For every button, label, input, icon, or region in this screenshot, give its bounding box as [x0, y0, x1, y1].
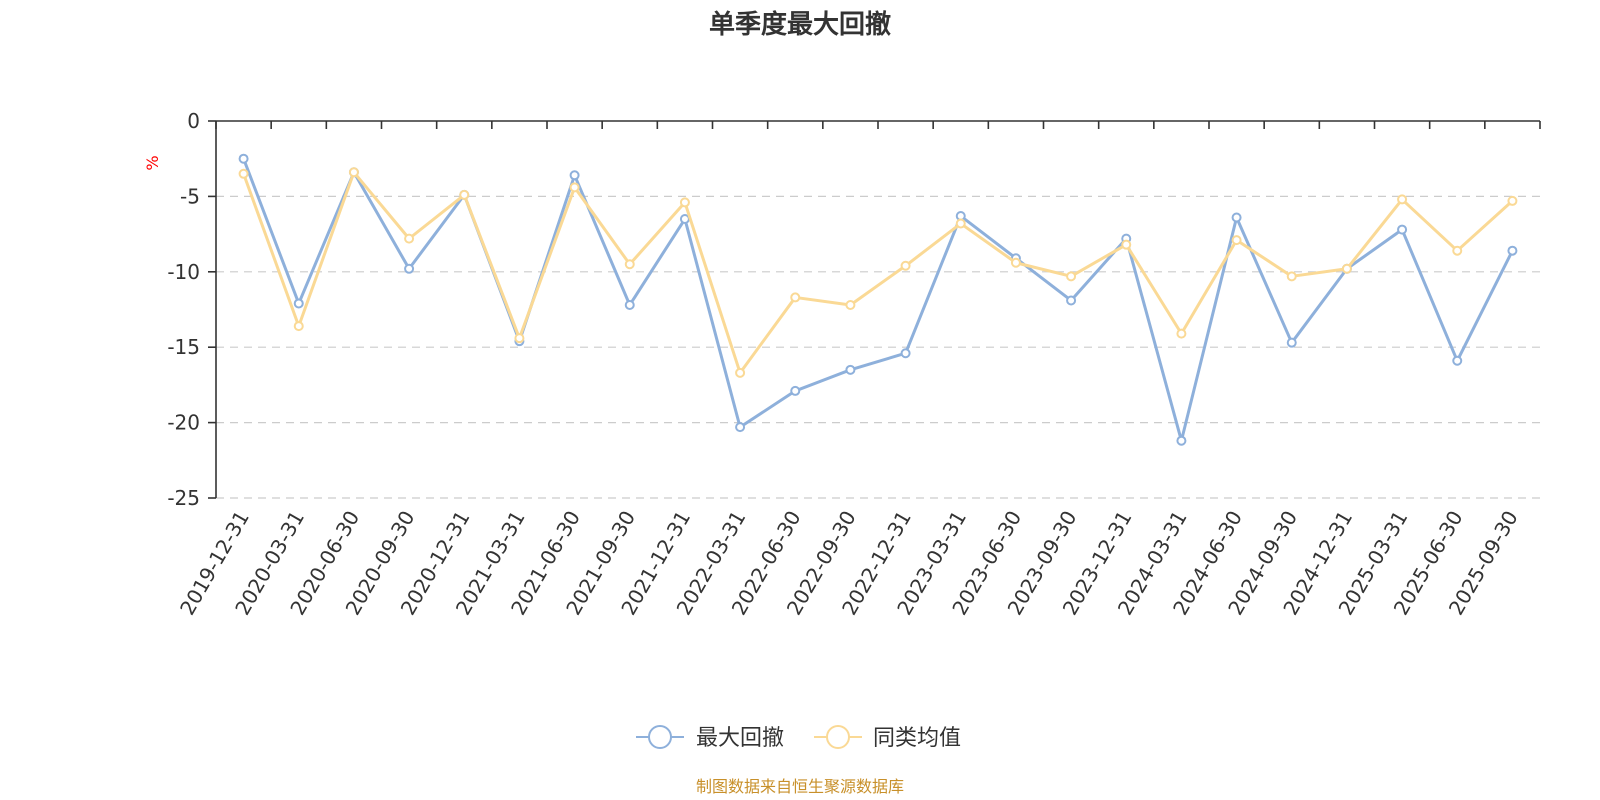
y-tick-label: -20 [167, 411, 200, 435]
data-point[interactable] [679, 197, 690, 208]
axes: 0-5-10-15-20-252019-12-312020-03-312020-… [167, 109, 1541, 619]
data-point[interactable] [1231, 235, 1242, 246]
y-axis-unit: % [143, 155, 162, 170]
data-point[interactable] [1286, 337, 1297, 348]
legend-marker-icon [648, 725, 672, 749]
y-tick-label: -10 [167, 260, 200, 284]
data-point[interactable] [569, 182, 580, 193]
data-point[interactable] [1066, 295, 1077, 306]
data-point[interactable] [1176, 435, 1187, 446]
legend-label: 同类均值 [873, 726, 961, 751]
legend-item-1[interactable]: 最大回撤 [636, 725, 784, 751]
data-point[interactable] [514, 333, 525, 344]
data-point[interactable] [845, 364, 856, 375]
data-point[interactable] [1397, 194, 1408, 205]
y-tick-label: 0 [187, 109, 200, 133]
data-point[interactable] [1507, 245, 1518, 256]
data-point[interactable] [1066, 271, 1077, 282]
data-point[interactable] [1507, 195, 1518, 206]
data-point[interactable] [1452, 355, 1463, 366]
data-point[interactable] [1231, 212, 1242, 223]
data-point[interactable] [1397, 224, 1408, 235]
series-layer [238, 153, 1518, 446]
source-note: 制图数据来自恒生聚源数据库 [696, 777, 904, 796]
y-tick-label: -15 [167, 335, 200, 359]
data-point[interactable] [900, 260, 911, 271]
series-line [242, 158, 1514, 443]
series-line [242, 170, 1514, 375]
series-1 [238, 153, 1518, 446]
data-point[interactable] [1452, 245, 1463, 256]
data-point[interactable] [900, 348, 911, 359]
legend-label: 最大回撤 [696, 726, 784, 751]
data-point[interactable] [1176, 328, 1187, 339]
data-point[interactable] [293, 298, 304, 309]
data-point[interactable] [1121, 239, 1132, 250]
legend-marker-icon [826, 725, 850, 749]
data-point[interactable] [569, 170, 580, 181]
data-point[interactable] [955, 218, 966, 229]
data-point[interactable] [624, 259, 635, 270]
data-point[interactable] [790, 385, 801, 396]
data-point[interactable] [679, 214, 690, 225]
data-point[interactable] [1341, 263, 1352, 274]
data-point[interactable] [1286, 271, 1297, 282]
data-point[interactable] [459, 189, 470, 200]
chart-title: 单季度最大回撤 [709, 9, 891, 40]
legend[interactable]: 最大回撤 同类均值 [636, 725, 961, 751]
data-point[interactable] [624, 299, 635, 310]
data-point[interactable] [790, 292, 801, 303]
data-point[interactable] [404, 233, 415, 244]
series-2 [238, 167, 1518, 378]
data-point[interactable] [404, 263, 415, 274]
data-point[interactable] [293, 321, 304, 332]
data-point[interactable] [238, 168, 249, 179]
data-point[interactable] [348, 167, 359, 178]
data-point[interactable] [845, 299, 856, 310]
data-point[interactable] [238, 153, 249, 164]
data-point[interactable] [735, 422, 746, 433]
y-tick-label: -5 [180, 184, 200, 208]
data-point[interactable] [735, 367, 746, 378]
y-tick-label: -25 [167, 486, 200, 510]
grid-lines [216, 195, 1540, 499]
data-point[interactable] [1010, 257, 1021, 268]
legend-item-2[interactable]: 同类均值 [814, 725, 961, 751]
